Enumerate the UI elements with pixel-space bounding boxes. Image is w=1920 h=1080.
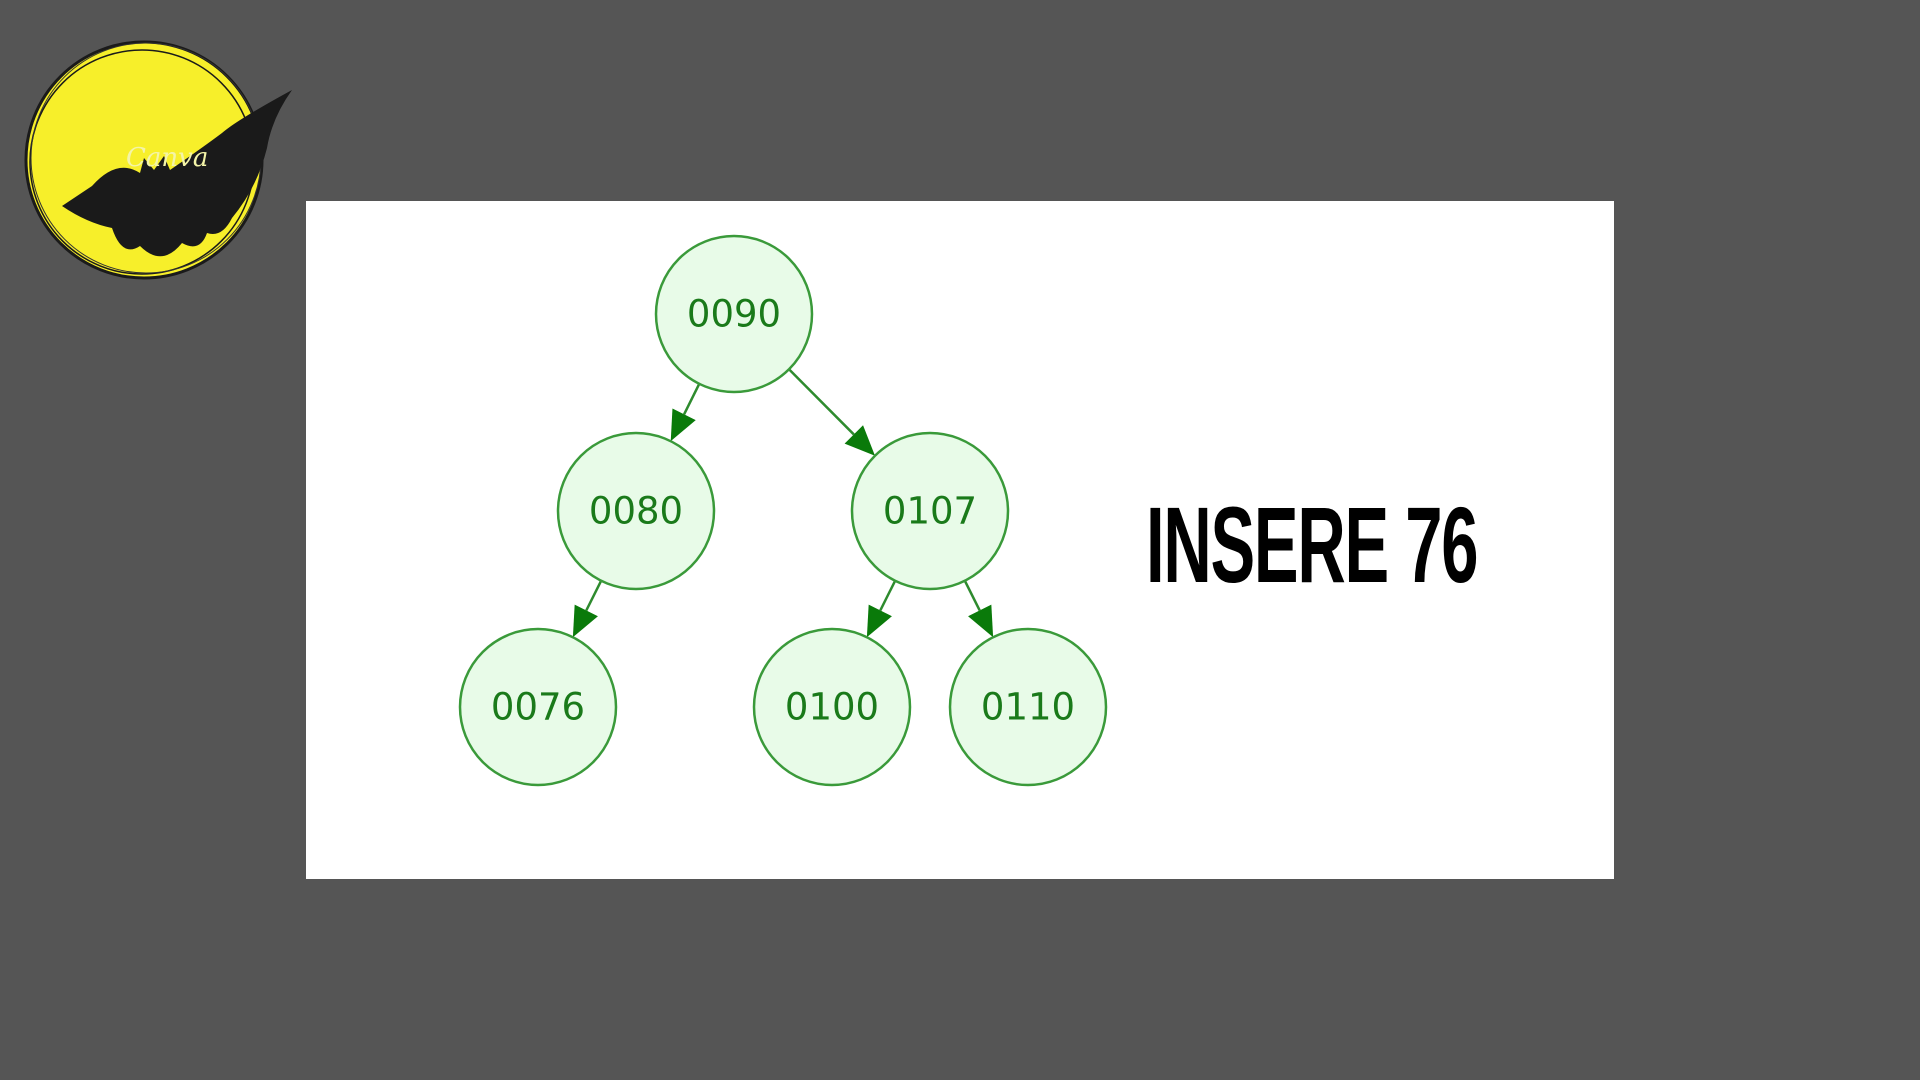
node-label: 0090 (687, 293, 781, 336)
arrowhead-icon (844, 425, 875, 456)
node-circle (556, 431, 716, 591)
arrowhead-icon (866, 604, 892, 638)
nodes: 0090 0080 0107 0076 0100 0110 (458, 234, 1108, 787)
edge-n90-n80 (670, 383, 701, 442)
node-circle (752, 627, 912, 787)
edge-n107-n100 (866, 580, 897, 638)
node-circle (948, 627, 1108, 787)
node-label: 0080 (589, 490, 683, 533)
node-label: 0100 (785, 686, 879, 729)
edge-n90-n107 (788, 368, 875, 456)
node-circle (850, 431, 1010, 591)
node-circle (458, 627, 618, 787)
node-label: 0110 (981, 686, 1075, 729)
arrowhead-icon (968, 604, 994, 638)
arrowhead-icon (572, 604, 598, 638)
bat-icon (62, 90, 292, 257)
tree-node-0107: 0107 (850, 431, 1010, 591)
edges (572, 368, 994, 638)
edge-line (585, 580, 603, 611)
bat-moon-logo-icon: Canva (24, 40, 292, 280)
edge-line (682, 383, 701, 415)
edge-line (963, 580, 981, 611)
edge-n80-n76 (572, 580, 603, 638)
headline: INSERE 76 (1146, 484, 1478, 605)
content-panel: 0090 0080 0107 0076 0100 0110 INSERE 76 (306, 201, 1614, 879)
edge-n107-n110 (963, 580, 994, 638)
node-label: 0107 (883, 490, 977, 533)
arrowhead-icon (670, 408, 696, 442)
tree-node-0110: 0110 (948, 627, 1108, 787)
binary-tree-diagram: 0090 0080 0107 0076 0100 0110 (458, 234, 1108, 787)
tree-node-0100: 0100 (752, 627, 912, 787)
logo-text: Canva (126, 143, 208, 173)
tree-node-0080: 0080 (556, 431, 716, 591)
node-circle (654, 234, 814, 394)
edge-line (879, 580, 897, 611)
node-label: 0076 (491, 686, 585, 729)
tree-node-0090: 0090 (654, 234, 814, 394)
tree-node-0076: 0076 (458, 627, 618, 787)
edge-line (788, 368, 855, 436)
